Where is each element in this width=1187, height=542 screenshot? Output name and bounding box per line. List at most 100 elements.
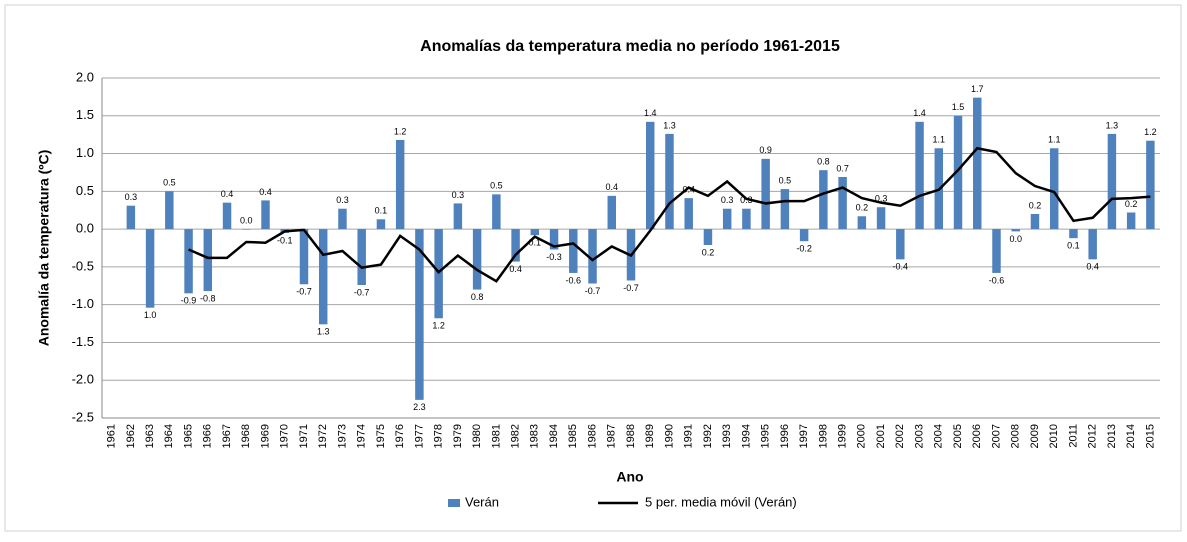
y-tick-label: 1.0 bbox=[76, 145, 94, 160]
data-label: -0.8 bbox=[200, 293, 216, 303]
data-label: -0.2 bbox=[796, 244, 812, 254]
bar bbox=[876, 207, 886, 230]
x-tick-label: 2008 bbox=[1010, 424, 1022, 448]
x-tick-label: 1993 bbox=[721, 424, 733, 448]
bar bbox=[838, 176, 847, 230]
data-label: 0.2 bbox=[702, 247, 715, 257]
bar bbox=[261, 200, 270, 230]
data-label: 0.8 bbox=[471, 292, 484, 302]
data-label: 0.5 bbox=[779, 175, 792, 185]
x-tick-label: 1977 bbox=[413, 424, 425, 448]
data-label: -0.1 bbox=[277, 235, 293, 245]
bar bbox=[222, 202, 232, 230]
data-label: 0.4 bbox=[606, 182, 619, 192]
bar bbox=[203, 229, 213, 292]
data-label: 0.0 bbox=[1009, 234, 1022, 244]
x-tick-label: 2012 bbox=[1087, 424, 1099, 448]
x-tick-label: 1976 bbox=[394, 424, 406, 448]
data-label: 1.4 bbox=[644, 108, 657, 118]
data-label: 1.3 bbox=[663, 120, 676, 130]
x-tick-label: 1973 bbox=[336, 424, 348, 448]
x-tick-label: 1984 bbox=[548, 424, 560, 448]
x-tick-label: 2007 bbox=[990, 424, 1002, 448]
x-tick-label: 2015 bbox=[1144, 424, 1156, 448]
bar bbox=[511, 229, 520, 262]
x-tick-label: 2014 bbox=[1125, 424, 1137, 448]
x-tick-label: 1969 bbox=[259, 424, 271, 448]
bar bbox=[338, 208, 347, 230]
bar bbox=[915, 121, 924, 230]
data-label: 0.4 bbox=[682, 185, 695, 195]
x-tick-label: 2009 bbox=[1029, 424, 1041, 448]
data-label: 0.8 bbox=[817, 157, 830, 167]
x-tick-label: 1982 bbox=[509, 424, 521, 448]
data-label: 0.1 bbox=[1067, 241, 1080, 251]
x-tick-label: 1978 bbox=[433, 424, 445, 448]
data-label: 1.5 bbox=[952, 102, 965, 112]
legend-swatch bbox=[448, 499, 460, 507]
data-label: -0.7 bbox=[354, 287, 370, 297]
data-label: -0.7 bbox=[623, 283, 639, 293]
x-tick-label: 1968 bbox=[240, 424, 252, 448]
x-tick-label: 1992 bbox=[702, 424, 714, 448]
bar bbox=[1069, 229, 1078, 239]
x-tick-label: 1979 bbox=[452, 424, 464, 448]
x-tick-label: 2013 bbox=[1106, 424, 1118, 448]
bar bbox=[684, 198, 693, 230]
x-tick-label: 1991 bbox=[683, 424, 695, 448]
bar bbox=[549, 229, 559, 250]
chart-title: Anomalías da temperatura media no períod… bbox=[420, 38, 840, 55]
data-label: 1.3 bbox=[317, 327, 330, 337]
data-label: 1.7 bbox=[971, 84, 984, 94]
data-label: -0.6 bbox=[566, 275, 582, 285]
data-label: 0.3 bbox=[452, 190, 465, 200]
data-label: -0.6 bbox=[989, 275, 1005, 285]
data-label: 0.1 bbox=[375, 206, 388, 216]
bar bbox=[145, 229, 155, 308]
y-axis-label: Anomalía da temperatura (ºC) bbox=[36, 150, 52, 347]
x-tick-label: 1988 bbox=[625, 424, 637, 448]
bar bbox=[376, 219, 386, 230]
x-tick-label: 1995 bbox=[760, 424, 772, 448]
bar bbox=[799, 229, 809, 242]
legend-label: 5 per. media móvil (Verán) bbox=[645, 494, 797, 509]
data-label: 0.2 bbox=[1125, 199, 1138, 209]
bar bbox=[857, 216, 867, 230]
bar bbox=[761, 158, 770, 230]
bar bbox=[819, 170, 828, 230]
data-label: 2.3 bbox=[413, 402, 426, 412]
bar bbox=[1011, 229, 1020, 232]
bar bbox=[1126, 212, 1136, 230]
x-tick-label: 1985 bbox=[567, 424, 579, 448]
bar bbox=[742, 208, 751, 230]
bar bbox=[722, 208, 732, 230]
data-label: 0.4 bbox=[509, 264, 522, 274]
data-label: 0.7 bbox=[836, 163, 849, 173]
data-label: 1.2 bbox=[432, 321, 445, 331]
x-tick-label: 1975 bbox=[375, 424, 387, 448]
data-label: 1.2 bbox=[394, 126, 407, 136]
bar bbox=[569, 229, 578, 273]
x-tick-label: 1965 bbox=[182, 424, 194, 448]
x-tick-label: 2010 bbox=[1048, 424, 1060, 448]
x-tick-label: 2001 bbox=[875, 424, 887, 448]
y-tick-label: -2.0 bbox=[72, 372, 94, 387]
x-tick-label: 1980 bbox=[471, 424, 483, 448]
data-label: -0.4 bbox=[893, 262, 909, 272]
x-tick-label: 1966 bbox=[202, 424, 214, 448]
data-label: 0.2 bbox=[1029, 200, 1042, 210]
x-tick-label: 1967 bbox=[221, 424, 233, 448]
y-tick-label: -0.5 bbox=[72, 258, 94, 273]
bar bbox=[1049, 148, 1059, 230]
x-tick-label: 1962 bbox=[125, 424, 137, 448]
data-label: 0.1 bbox=[529, 238, 542, 248]
x-tick-label: 2002 bbox=[894, 424, 906, 448]
bar bbox=[165, 191, 174, 230]
data-label: -0.3 bbox=[546, 252, 562, 262]
x-tick-label: 1990 bbox=[663, 424, 675, 448]
bar bbox=[607, 195, 616, 230]
bar bbox=[703, 229, 713, 245]
bar bbox=[453, 203, 463, 230]
data-label: 0.5 bbox=[490, 181, 503, 191]
